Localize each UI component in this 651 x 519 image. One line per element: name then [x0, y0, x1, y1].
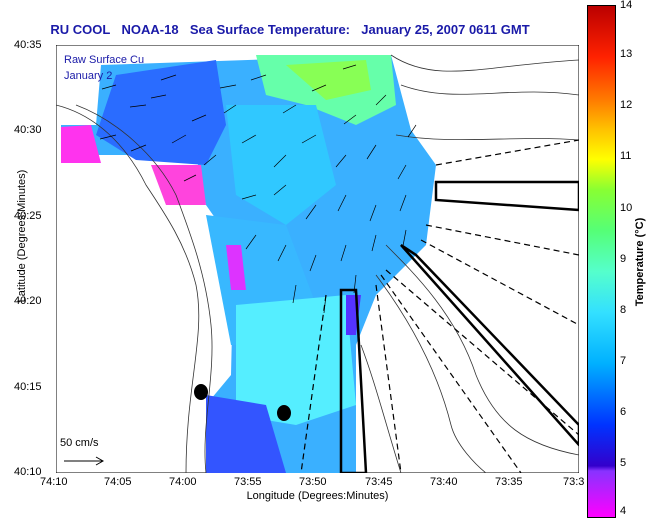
- temperature-colorbar: [587, 5, 616, 518]
- sst-map-plot: [55, 44, 581, 475]
- x-tick: 73:50: [299, 476, 327, 488]
- legend-note-2: January 2: [64, 70, 113, 82]
- y-tick: 40:30: [14, 124, 42, 136]
- y-tick: 40:15: [14, 381, 42, 393]
- y-tick: 40:35: [14, 39, 42, 51]
- x-tick: 73:40: [430, 476, 458, 488]
- y-tick: 40:25: [14, 210, 42, 222]
- colorbar-tick: 14: [620, 0, 633, 11]
- colorbar-tick: 11: [620, 150, 632, 162]
- x-tick: 74:10: [40, 476, 68, 488]
- x-tick: 73:3: [563, 476, 585, 488]
- current-vectors: [99, 64, 417, 314]
- colorbar-tick: 7: [620, 355, 627, 367]
- colorbar-tick: 10: [620, 202, 633, 214]
- coastline: [55, 54, 580, 474]
- x-tick: 73:35: [495, 476, 523, 488]
- map-title: RU COOL NOAA-18 Sea Surface Temperature:…: [50, 22, 530, 37]
- y-tick: 40:10: [14, 466, 42, 478]
- y-axis-label: Latitude (Degrees:Minutes): [16, 169, 28, 303]
- x-axis-label: Longitude (Degrees:Minutes): [246, 490, 389, 502]
- colorbar-tick: 12: [620, 99, 633, 111]
- x-tick: 74:00: [169, 476, 197, 488]
- legend-note-1: Raw Surface Cu: [64, 54, 145, 66]
- colorbar-tick: 5: [620, 457, 627, 469]
- x-tick: 73:45: [365, 476, 393, 488]
- colorbar-label: Temperature (°C): [634, 217, 646, 307]
- x-tick: 73:55: [234, 476, 262, 488]
- x-tick: 74:05: [104, 476, 132, 488]
- colorbar-tick: 13: [620, 48, 633, 60]
- colorbar-tick: 4: [620, 505, 627, 517]
- colorbar-tick: 8: [620, 304, 627, 316]
- marker-dot-1: [194, 384, 208, 400]
- sst-map-svg: [55, 44, 581, 475]
- scale-label: 50 cm/s: [60, 437, 99, 449]
- marker-dot-2: [277, 405, 291, 421]
- colorbar-tick: 6: [620, 406, 627, 418]
- y-tick: 40:20: [14, 295, 42, 307]
- colorbar-tick: 9: [620, 253, 627, 265]
